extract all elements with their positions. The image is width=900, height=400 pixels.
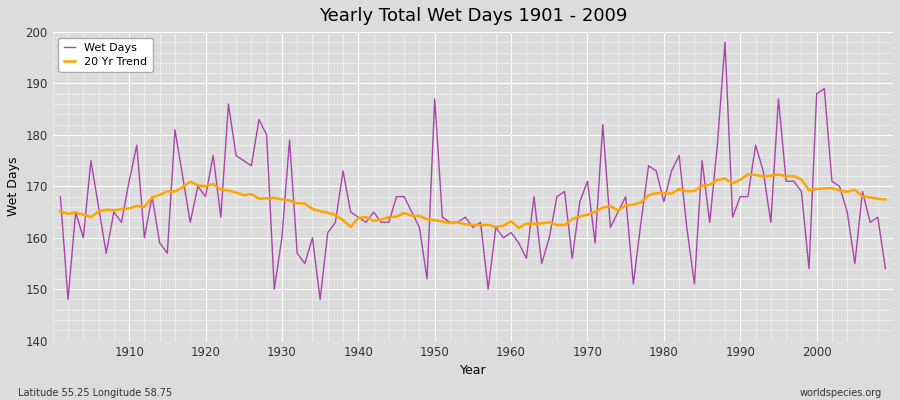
20 Yr Trend	[880, 197, 891, 202]
Wet Days	[63, 297, 74, 302]
Wet Days	[880, 266, 891, 271]
Title: Yearly Total Wet Days 1901 - 2009: Yearly Total Wet Days 1901 - 2009	[319, 7, 627, 25]
20 Yr Trend	[742, 172, 753, 177]
Text: Latitude 55.25 Longitude 58.75: Latitude 55.25 Longitude 58.75	[18, 388, 172, 398]
Wet Days	[506, 230, 517, 235]
20 Yr Trend	[605, 204, 616, 208]
20 Yr Trend	[116, 207, 127, 212]
Wet Days	[292, 251, 302, 256]
20 Yr Trend	[506, 219, 517, 224]
X-axis label: Year: Year	[460, 364, 486, 377]
Y-axis label: Wet Days: Wet Days	[7, 156, 20, 216]
Legend: Wet Days, 20 Yr Trend: Wet Days, 20 Yr Trend	[58, 38, 152, 72]
20 Yr Trend	[498, 223, 508, 228]
Wet Days	[720, 40, 731, 45]
Wet Days	[55, 194, 66, 199]
Wet Days	[513, 240, 524, 245]
20 Yr Trend	[330, 213, 341, 218]
Text: worldspecies.org: worldspecies.org	[800, 388, 882, 398]
20 Yr Trend	[55, 209, 66, 214]
Line: 20 Yr Trend: 20 Yr Trend	[60, 174, 886, 228]
Line: Wet Days: Wet Days	[60, 42, 886, 300]
20 Yr Trend	[284, 198, 295, 203]
Wet Days	[123, 179, 134, 184]
Wet Days	[605, 225, 616, 230]
Wet Days	[338, 168, 348, 173]
20 Yr Trend	[513, 226, 524, 230]
